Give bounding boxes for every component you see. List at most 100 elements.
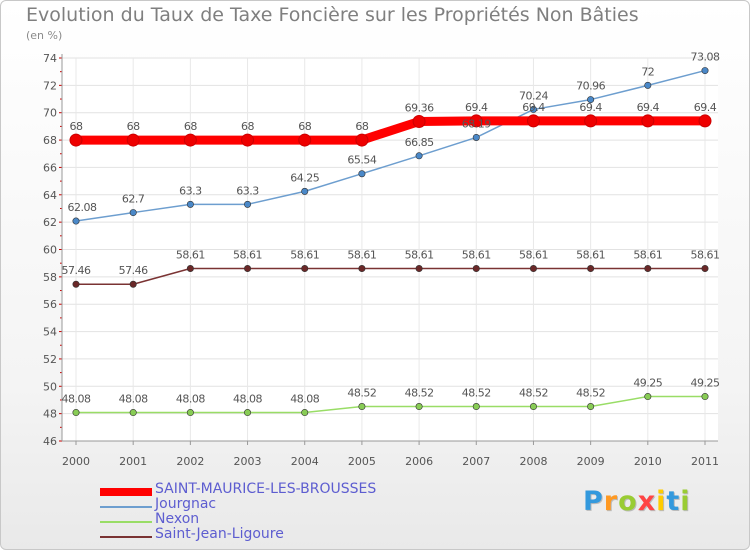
data-point bbox=[529, 265, 537, 273]
x-tick-label: 2002 bbox=[176, 455, 204, 468]
data-label: 62.08 bbox=[68, 201, 97, 214]
logo-letter: o bbox=[618, 486, 638, 517]
legend-swatch-nexon bbox=[100, 521, 152, 523]
data-label: 65.54 bbox=[347, 154, 376, 167]
data-point bbox=[129, 280, 137, 288]
x-tick-label: 2006 bbox=[405, 455, 433, 468]
logo-letter: P bbox=[583, 486, 604, 517]
data-point bbox=[129, 209, 137, 217]
y-tick-label: 52 bbox=[43, 353, 57, 366]
data-label: 72 bbox=[641, 65, 654, 78]
legend-label-jourgnac: Jourgnac bbox=[155, 496, 217, 512]
legend-swatch-saint-maurice bbox=[100, 488, 152, 496]
data-point bbox=[526, 114, 540, 128]
logo-letter: x bbox=[637, 486, 657, 517]
data-label: 69.4 bbox=[465, 101, 488, 114]
data-label: 70.24 bbox=[519, 89, 548, 102]
data-point bbox=[469, 114, 483, 128]
proxiti-logo: Proxiti bbox=[583, 486, 691, 517]
data-point bbox=[644, 393, 652, 401]
data-point bbox=[641, 114, 655, 128]
x-tick-label: 2005 bbox=[348, 455, 376, 468]
data-label: 68 bbox=[184, 120, 197, 133]
data-label: 48.52 bbox=[519, 387, 548, 400]
data-label: 58.61 bbox=[633, 249, 662, 262]
data-point bbox=[244, 265, 252, 273]
data-label: 48.52 bbox=[347, 387, 376, 400]
data-point bbox=[587, 96, 595, 104]
x-tick-label: 2008 bbox=[519, 455, 547, 468]
y-tick-label: 68 bbox=[43, 134, 57, 147]
data-point bbox=[415, 403, 423, 411]
data-point bbox=[301, 409, 309, 417]
series-line-3 bbox=[75, 267, 706, 285]
data-label: 69.4 bbox=[637, 101, 660, 114]
data-point bbox=[72, 409, 80, 417]
data-point bbox=[529, 105, 537, 113]
data-point bbox=[241, 133, 255, 147]
logo-letter: i bbox=[656, 486, 667, 517]
y-tick-label: 54 bbox=[43, 326, 57, 339]
data-point bbox=[355, 133, 369, 147]
legend-swatch-jourgnac bbox=[100, 506, 152, 508]
data-label: 48.52 bbox=[576, 387, 605, 400]
data-label: 68 bbox=[127, 120, 140, 133]
data-label: 68 bbox=[241, 120, 254, 133]
data-point bbox=[186, 200, 194, 208]
data-point bbox=[472, 403, 480, 411]
data-point bbox=[472, 265, 480, 273]
data-label: 58.61 bbox=[691, 249, 720, 262]
data-point bbox=[298, 133, 312, 147]
data-label: 48.08 bbox=[119, 393, 148, 406]
data-label: 63.3 bbox=[236, 184, 259, 197]
data-label: 58.61 bbox=[347, 249, 376, 262]
data-label: 68 bbox=[298, 120, 311, 133]
data-point bbox=[126, 133, 140, 147]
data-label: 66.85 bbox=[405, 136, 434, 149]
data-point bbox=[698, 114, 712, 128]
legend-label-saint-jean-ligoure: Saint-Jean-Ligoure bbox=[155, 526, 284, 542]
legend-label-nexon: Nexon bbox=[155, 511, 200, 527]
data-label: 64.25 bbox=[290, 171, 319, 184]
data-label: 48.08 bbox=[233, 393, 262, 406]
chart-title: Evolution du Taux de Taxe Foncière sur l… bbox=[26, 4, 639, 26]
x-tick-label: 2010 bbox=[634, 455, 662, 468]
data-label: 58.61 bbox=[233, 249, 262, 262]
x-tick-label: 2003 bbox=[234, 455, 262, 468]
series-line-1 bbox=[75, 69, 706, 222]
x-tick-label: 2004 bbox=[291, 455, 319, 468]
data-point bbox=[301, 187, 309, 195]
data-label: 70.96 bbox=[576, 80, 605, 93]
y-tick-label: 70 bbox=[43, 107, 57, 120]
y-tick-label: 46 bbox=[43, 435, 57, 448]
data-label: 49.25 bbox=[691, 377, 720, 390]
x-tick-label: 2011 bbox=[691, 455, 719, 468]
data-label: 68.19 bbox=[462, 117, 491, 130]
y-tick-label: 66 bbox=[43, 161, 57, 174]
data-label: 69.36 bbox=[405, 101, 434, 114]
data-point bbox=[472, 133, 480, 141]
data-label: 62.7 bbox=[122, 193, 145, 206]
data-point bbox=[186, 409, 194, 417]
data-point bbox=[644, 265, 652, 273]
data-point bbox=[584, 114, 598, 128]
data-label: 58.61 bbox=[462, 249, 491, 262]
y-tick-label: 64 bbox=[43, 189, 57, 202]
data-label: 58.61 bbox=[576, 249, 605, 262]
data-point bbox=[301, 265, 309, 273]
data-point bbox=[415, 265, 423, 273]
y-tick-label: 48 bbox=[43, 408, 57, 421]
data-label: 58.61 bbox=[176, 249, 205, 262]
data-point bbox=[358, 170, 366, 178]
data-point bbox=[644, 81, 652, 89]
data-label: 58.61 bbox=[405, 249, 434, 262]
data-point bbox=[244, 409, 252, 417]
y-tick-label: 58 bbox=[43, 271, 57, 284]
y-tick-label: 62 bbox=[43, 216, 57, 229]
data-point bbox=[587, 403, 595, 411]
chart-subtitle: (en %) bbox=[26, 29, 63, 42]
data-point bbox=[701, 393, 709, 401]
data-label: 57.46 bbox=[62, 264, 91, 277]
data-point bbox=[72, 217, 80, 225]
